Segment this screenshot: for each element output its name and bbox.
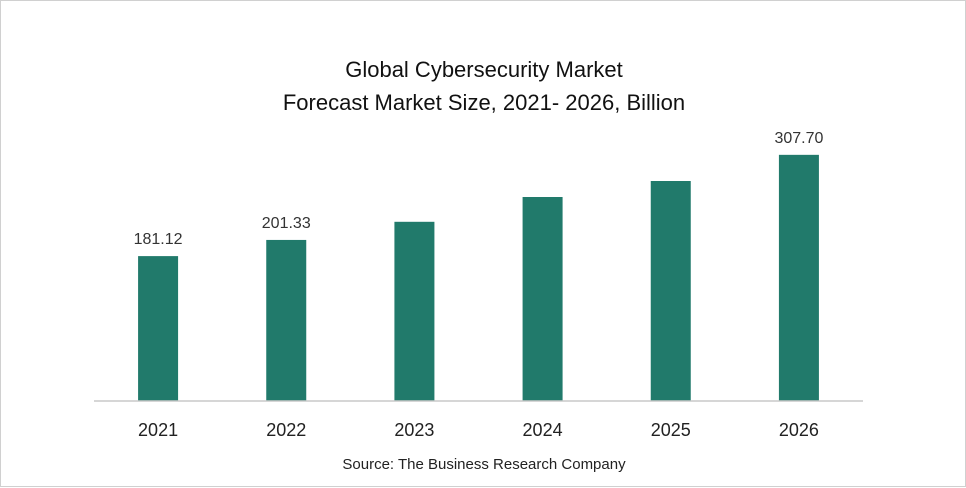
data-label-2021: 181.12 (134, 231, 183, 248)
bars-group (138, 154, 819, 401)
x-tick-label-2021: 2021 (138, 420, 178, 440)
x-tick-label-2025: 2025 (651, 420, 691, 440)
bar-2021 (138, 256, 179, 401)
data-label-2022: 201.33 (262, 215, 311, 232)
chart-subtitle: Forecast Market Size, 2021- 2026, Billio… (282, 90, 686, 115)
source-note: Source: The Business Research Company (342, 456, 626, 473)
x-tick-label-2026: 2026 (779, 420, 819, 440)
bar-2022 (266, 239, 307, 401)
bar-2025 (650, 181, 691, 401)
data-labels-group: 181.12 201.33 307.70 (134, 130, 824, 248)
bar-2026 (778, 154, 819, 401)
x-tick-label-2022: 2022 (266, 420, 306, 440)
bar-2024 (522, 197, 563, 401)
chart-title: Global Cybersecurity Market (345, 57, 623, 82)
x-tick-label-2023: 2023 (394, 420, 434, 440)
data-label-2026: 307.70 (774, 130, 823, 147)
x-tick-label-2024: 2024 (523, 420, 563, 440)
x-tick-labels-group: 2021 2022 2023 2024 2025 2026 (138, 420, 819, 440)
bar-2023 (394, 221, 435, 401)
